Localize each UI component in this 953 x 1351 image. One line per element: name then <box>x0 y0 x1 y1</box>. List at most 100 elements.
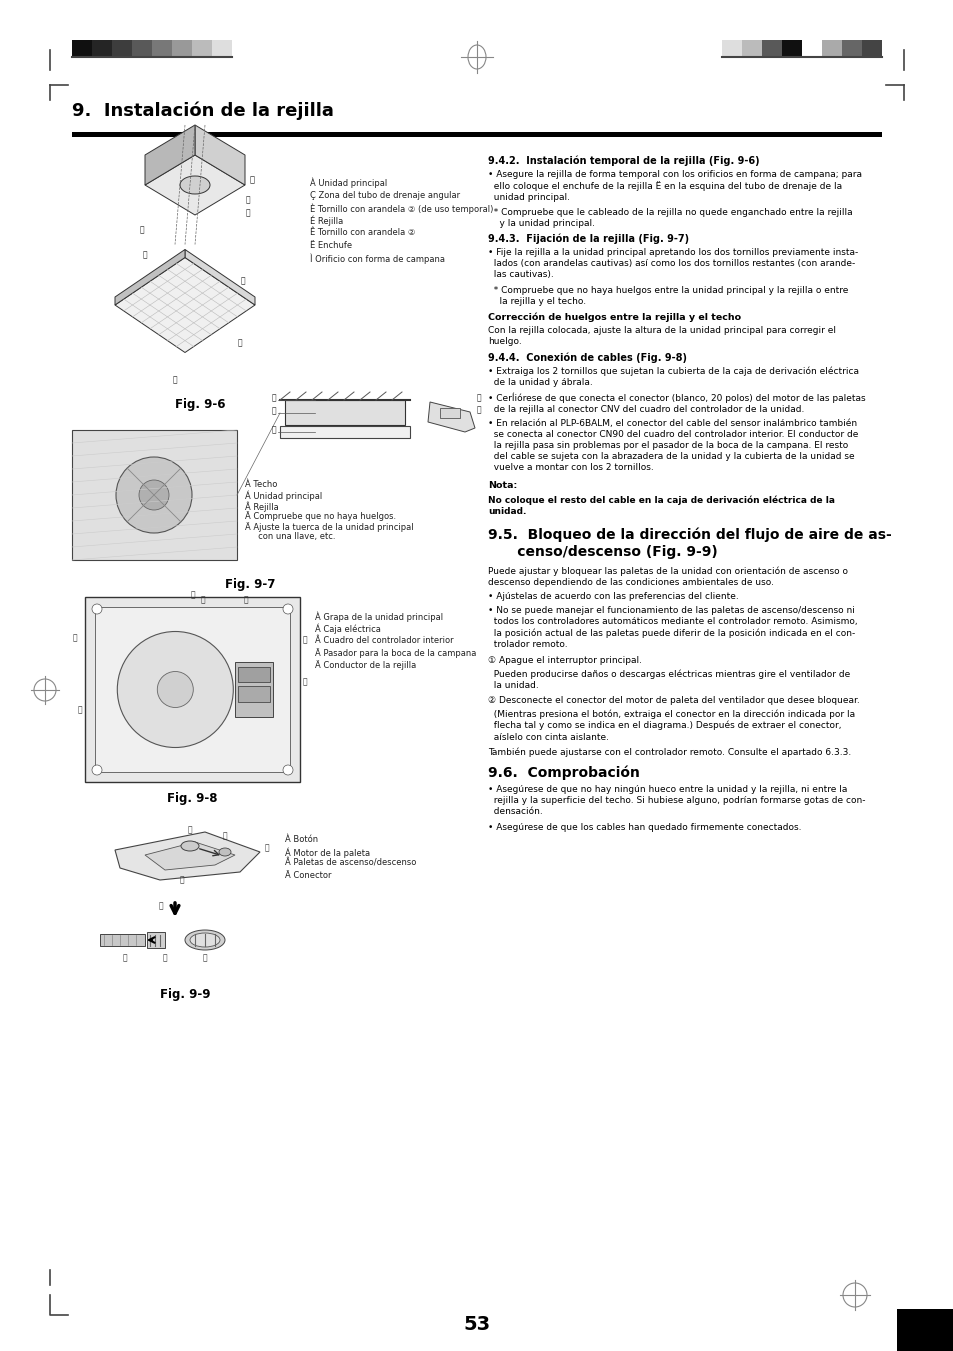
Text: • Ajústelas de acuerdo con las preferencias del cliente.: • Ajústelas de acuerdo con las preferenc… <box>488 592 738 601</box>
Bar <box>71 132 882 136</box>
Text: Ä Ajuste la tuerca de la unidad principal: Ä Ajuste la tuerca de la unidad principa… <box>245 521 414 532</box>
Text: Fig. 9-8: Fig. 9-8 <box>167 792 217 805</box>
Bar <box>100 934 145 946</box>
Text: • Fije la rejilla a la unidad principal apretando los dos tornillos previamente : • Fije la rejilla a la unidad principal … <box>488 249 858 280</box>
Text: * Compruebe que no haya huelgos entre la unidad principal y la rejilla o entre
 : * Compruebe que no haya huelgos entre la… <box>488 286 847 307</box>
Text: 9.4.4.  Conexión de cables (Fig. 9-8): 9.4.4. Conexión de cables (Fig. 9-8) <box>488 353 686 363</box>
Text: Ⓑ: Ⓑ <box>202 952 207 962</box>
Text: Á Caja eléctrica: Á Caja eléctrica <box>314 624 380 635</box>
Text: Ⓐ: Ⓐ <box>188 825 193 834</box>
Text: 9.4.2.  Instalación temporal de la rejilla (Fig. 9-6): 9.4.2. Instalación temporal de la rejill… <box>488 155 759 166</box>
Polygon shape <box>185 250 254 305</box>
Polygon shape <box>115 832 260 880</box>
Text: Con la rejilla colocada, ajuste la altura de la unidad principal para corregir e: Con la rejilla colocada, ajuste la altur… <box>488 327 835 346</box>
Text: Ⓗ: Ⓗ <box>240 277 245 286</box>
Text: ② Desconecte el conector del motor de paleta del ventilador que desee bloquear.: ② Desconecte el conector del motor de pa… <box>488 696 859 705</box>
Text: À Grapa de la unidad principal: À Grapa de la unidad principal <box>314 612 442 623</box>
Text: Ⓐ: Ⓐ <box>158 901 163 911</box>
Text: También puede ajustarse con el controlador remoto. Consulte el apartado 6.3.3.: También puede ajustarse con el controlad… <box>488 747 850 757</box>
Polygon shape <box>145 155 245 215</box>
Text: Ê Tornillo con arandela ②: Ê Tornillo con arandela ② <box>310 228 415 236</box>
Text: Ã Compruebe que no haya huelgos.: Ã Compruebe que no haya huelgos. <box>245 512 395 521</box>
Text: Ⓔ: Ⓔ <box>139 226 144 235</box>
Text: con una llave, etc.: con una llave, etc. <box>245 532 335 542</box>
Text: • CerÍiórese de que conecta el conector (blanco, 20 polos) del motor de las pale: • CerÍiórese de que conecta el conector … <box>488 393 864 415</box>
Bar <box>801 41 821 57</box>
Bar <box>172 41 192 57</box>
Text: Ⓑ: Ⓑ <box>271 407 275 415</box>
Text: Â Paletas de ascenso/descenso: Â Paletas de ascenso/descenso <box>285 859 416 867</box>
Ellipse shape <box>185 929 225 950</box>
Polygon shape <box>145 842 234 870</box>
Text: Ⓓ: Ⓓ <box>476 393 481 403</box>
Bar <box>761 41 781 57</box>
Ellipse shape <box>190 934 220 947</box>
Text: Ⓒ: Ⓒ <box>476 405 481 413</box>
Bar <box>95 607 290 771</box>
Bar <box>91 41 112 57</box>
Bar <box>152 41 172 57</box>
Polygon shape <box>115 258 254 353</box>
Text: Â Cuadro del controlador interior: Â Cuadro del controlador interior <box>314 636 453 644</box>
Text: Á Unidad principal: Á Unidad principal <box>245 490 322 501</box>
Circle shape <box>139 480 169 509</box>
Text: Fig. 9-6: Fig. 9-6 <box>174 399 225 411</box>
Text: Ⓓ: Ⓓ <box>302 677 307 686</box>
Text: Ⓐ: Ⓐ <box>246 208 250 218</box>
Text: • Asegúrese de que no hay ningún hueco entre la unidad y la rejilla, ni entre la: • Asegúrese de que no hay ningún hueco e… <box>488 785 864 816</box>
Bar <box>781 41 801 57</box>
Bar <box>741 41 761 57</box>
Bar <box>896 1309 953 1351</box>
Bar <box>71 430 236 561</box>
Bar <box>112 41 132 57</box>
Text: Ⓕ: Ⓕ <box>143 250 147 259</box>
Text: Ⓓ: Ⓓ <box>123 952 127 962</box>
Ellipse shape <box>219 848 231 857</box>
Text: Pueden producirse daños o descargas eléctricas mientras gire el ventilador de
  : Pueden producirse daños o descargas eléc… <box>488 670 849 690</box>
Text: Ⓑ: Ⓑ <box>244 596 249 604</box>
Bar <box>841 41 862 57</box>
Text: • Asegúrese de que los cables han quedado firmemente conectados.: • Asegúrese de que los cables han quedad… <box>488 823 801 832</box>
Text: À Botón: À Botón <box>285 835 317 844</box>
Text: Puede ajustar y bloquear las paletas de la unidad con orientación de ascenso o
d: Puede ajustar y bloquear las paletas de … <box>488 566 847 586</box>
Circle shape <box>283 765 293 775</box>
Text: Fig. 9-9: Fig. 9-9 <box>159 988 210 1001</box>
Text: Corrección de huelgos entre la rejilla y el techo: Corrección de huelgos entre la rejilla y… <box>488 312 740 322</box>
Text: • No se puede manejar el funcionamiento de las paletas de ascenso/descenso ni
  : • No se puede manejar el funcionamiento … <box>488 605 857 648</box>
Text: È Tornillo con arandela ② (de uso temporal): È Tornillo con arandela ② (de uso tempor… <box>310 203 493 213</box>
Text: Fig. 9-7: Fig. 9-7 <box>225 578 274 590</box>
Text: Ⓐ: Ⓐ <box>250 176 254 185</box>
Circle shape <box>283 604 293 613</box>
Bar <box>71 41 91 57</box>
Text: Ⓓ: Ⓓ <box>246 196 250 204</box>
Text: Á Motor de la paleta: Á Motor de la paleta <box>285 847 370 858</box>
Text: Ë Enchufe: Ë Enchufe <box>310 240 352 250</box>
Circle shape <box>116 457 192 534</box>
Text: Ⓖ: Ⓖ <box>237 338 242 347</box>
Text: No coloque el resto del cable en la caja de derivación eléctrica de la
unidad.: No coloque el resto del cable en la caja… <box>488 496 834 516</box>
Bar <box>212 41 232 57</box>
Text: Ã Conector: Ã Conector <box>285 871 331 880</box>
Text: Ã Pasador para la boca de la campana: Ã Pasador para la boca de la campana <box>314 648 476 658</box>
Bar <box>235 662 274 717</box>
Text: Ä Conductor de la rejilla: Ä Conductor de la rejilla <box>314 661 416 670</box>
Text: Ⓐ: Ⓐ <box>201 596 205 604</box>
Text: • Asegure la rejilla de forma temporal con los orificios en forma de campana; pa: • Asegure la rejilla de forma temporal c… <box>488 170 862 201</box>
Text: Ⓔ: Ⓔ <box>72 634 77 642</box>
Text: Ⓒ: Ⓒ <box>271 426 275 434</box>
Polygon shape <box>115 250 185 305</box>
Polygon shape <box>145 126 194 185</box>
Text: Ì Orificio con forma de campana: Ì Orificio con forma de campana <box>310 253 444 263</box>
Text: À Unidad principal: À Unidad principal <box>310 178 387 189</box>
Text: 53: 53 <box>463 1316 490 1335</box>
Text: 9.  Instalación de la rejilla: 9. Instalación de la rejilla <box>71 101 334 120</box>
Bar <box>85 597 299 782</box>
Circle shape <box>157 671 193 708</box>
Text: Nota:: Nota: <box>488 481 517 490</box>
Text: Ⓘ: Ⓘ <box>172 376 177 385</box>
Ellipse shape <box>180 176 210 195</box>
Text: Ⓓ: Ⓓ <box>190 590 194 598</box>
Text: Ⓒ: Ⓒ <box>163 952 167 962</box>
Bar <box>192 41 212 57</box>
Bar <box>238 667 271 682</box>
